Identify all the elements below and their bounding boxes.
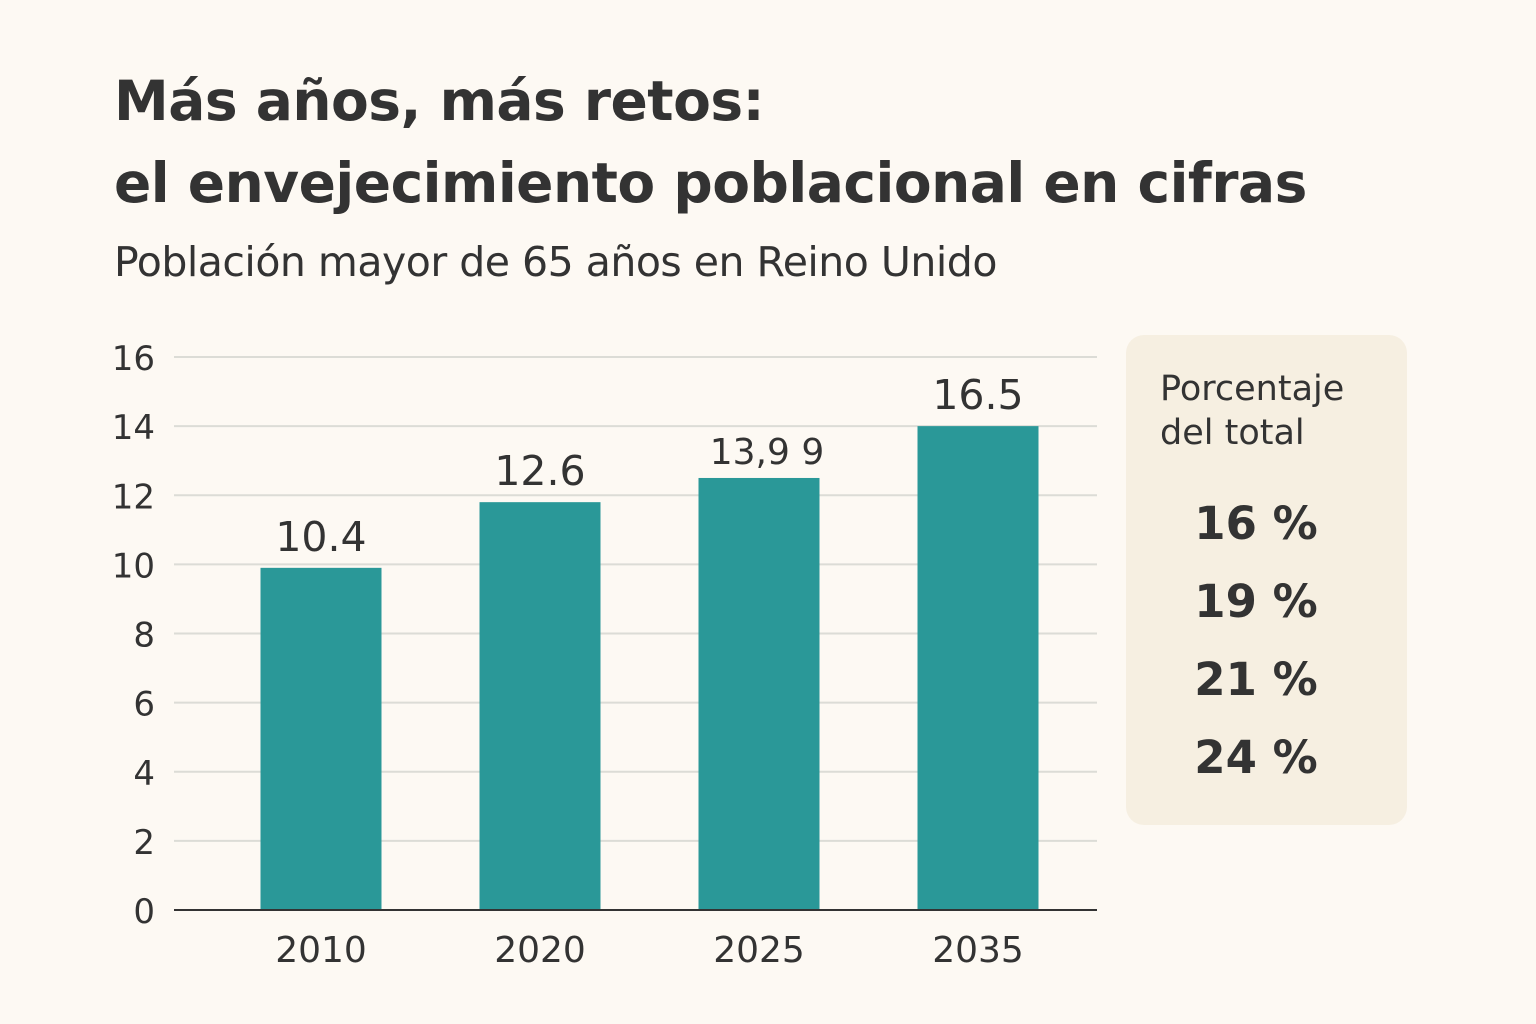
title-line-2: el envejecimiento poblacional en cifras [114, 151, 1307, 215]
bar [260, 567, 382, 910]
bar [479, 502, 601, 910]
percentage-value: 16 % [1194, 497, 1318, 550]
x-tick-label: 2035 [932, 930, 1024, 971]
y-tick-label: 4 [133, 754, 155, 794]
x-tick-label: 2020 [494, 930, 586, 971]
y-tick-label: 2 [133, 823, 155, 863]
x-tick-label: 2025 [713, 930, 805, 971]
chart-subtitle: Población mayor de 65 años en Reino Unid… [114, 238, 997, 286]
y-tick-label: 6 [133, 685, 155, 725]
percentage-value: 19 % [1194, 575, 1318, 628]
percentage-value: 21 % [1194, 653, 1318, 706]
y-tick-label: 8 [133, 616, 155, 656]
bar [917, 426, 1039, 910]
y-tick-label: 0 [133, 892, 155, 932]
y-tick-label: 16 [112, 339, 155, 379]
chart-title: Más años, más retos: el envejecimiento p… [114, 60, 1307, 224]
y-tick-label: 10 [112, 546, 155, 586]
percentage-panel: Porcentaje del total 16 % 19 % 21 % 24 % [1126, 335, 1407, 825]
x-tick-label: 2010 [275, 930, 367, 971]
data-label: 10.4 [275, 513, 366, 561]
data-label: 12.6 [494, 447, 585, 495]
bar [698, 477, 820, 910]
title-line-1: Más años, más retos: [114, 69, 765, 133]
data-label: 16.5 [932, 371, 1023, 419]
panel-title: Porcentaje del total [1160, 369, 1345, 453]
y-tick-label: 12 [112, 477, 155, 517]
percentage-value: 24 % [1194, 731, 1318, 784]
data-label: 13,9 9 [710, 432, 825, 473]
y-tick-label: 14 [112, 408, 155, 448]
